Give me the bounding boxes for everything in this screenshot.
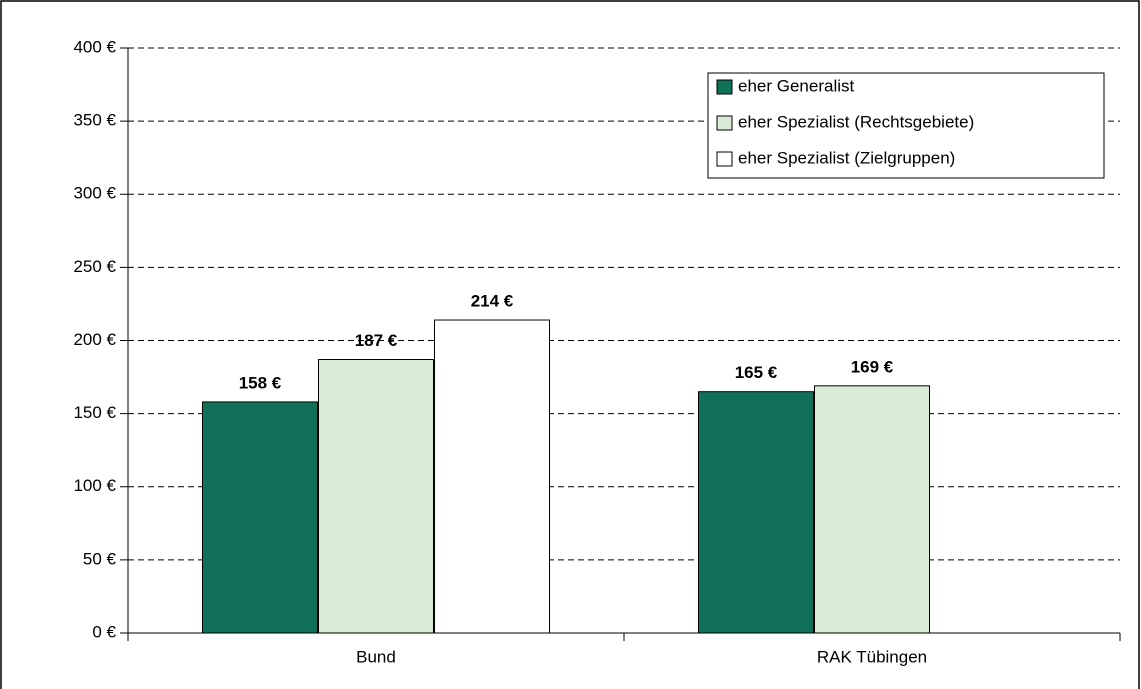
- value-label: 169 €: [851, 357, 894, 376]
- legend-label: eher Spezialist (Zielgruppen): [738, 148, 955, 167]
- bar: [434, 319, 550, 634]
- bar: [202, 401, 318, 634]
- bar: [814, 385, 930, 634]
- value-label: 165 €: [735, 363, 778, 382]
- bar: [698, 391, 814, 634]
- legend-swatch: [716, 115, 733, 131]
- y-tick-label: 350 €: [73, 111, 116, 130]
- value-label: 214 €: [471, 292, 514, 311]
- y-tick-label: 150 €: [73, 403, 116, 422]
- y-tick-label: 50 €: [83, 549, 117, 568]
- y-tick-label: 300 €: [73, 184, 116, 203]
- y-tick-label: 250 €: [73, 257, 116, 276]
- legend-box: [707, 72, 1105, 179]
- y-tick-label: 0 €: [92, 622, 116, 641]
- value-label: 158 €: [239, 373, 282, 392]
- y-tick-label: 200 €: [73, 330, 116, 349]
- value-label: 187 €: [355, 331, 398, 350]
- y-tick-label: 400 €: [73, 37, 116, 56]
- bar: [318, 359, 434, 634]
- legend-swatch: [716, 79, 733, 95]
- legend-swatch: [716, 151, 733, 167]
- y-tick-label: 100 €: [73, 476, 116, 495]
- x-tick-label: RAK Tübingen: [817, 647, 927, 666]
- x-tick-label: Bund: [356, 647, 396, 666]
- legend-label: eher Spezialist (Rechtsgebiete): [738, 112, 974, 131]
- legend-label: eher Generalist: [738, 76, 855, 95]
